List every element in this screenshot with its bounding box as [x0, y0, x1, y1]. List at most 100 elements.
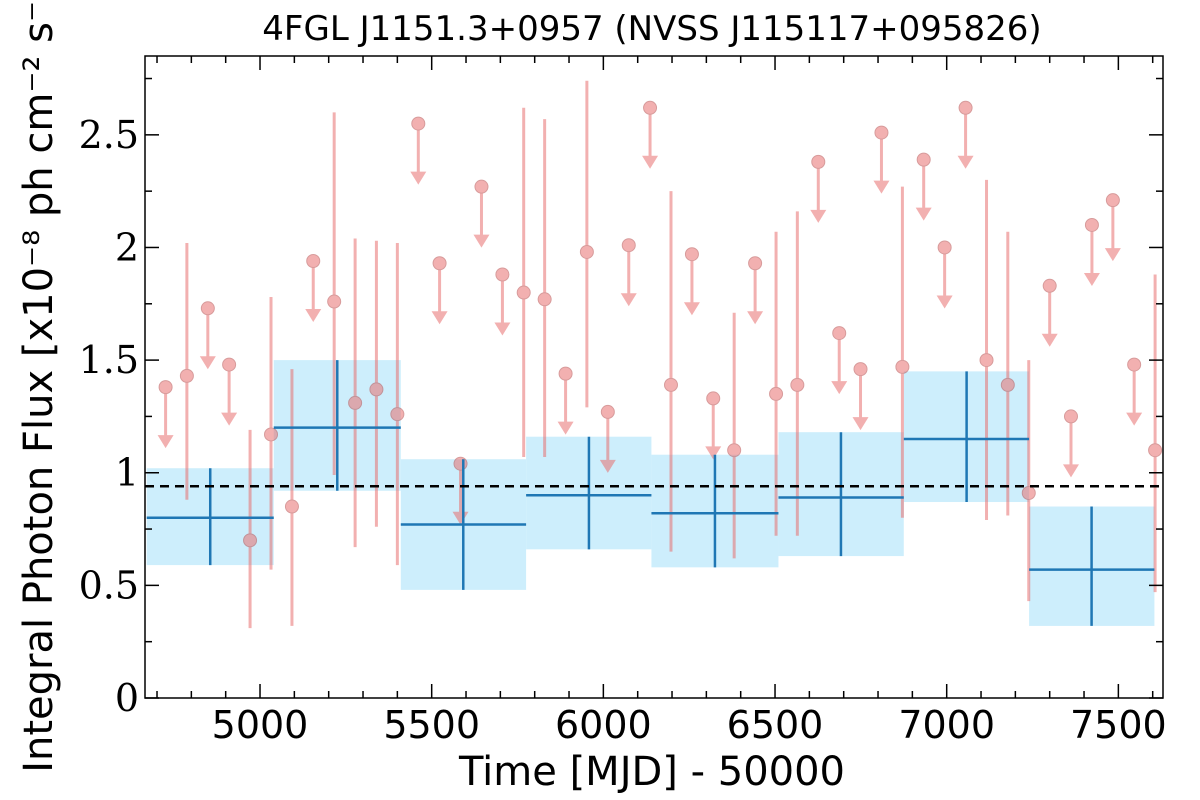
- plot-frame: [144, 55, 1164, 699]
- chart-title: 4FGL J1151.3+0957 (NVSS J115117+095826): [262, 9, 1041, 49]
- data-point: [620, 238, 637, 307]
- point-marker: [706, 391, 721, 406]
- point-marker: [1084, 217, 1099, 232]
- data-point: [895, 186, 910, 518]
- upper-limit-arrow-head: [473, 234, 490, 248]
- upper-limit-arrow-head: [873, 180, 890, 194]
- point-marker: [684, 247, 699, 262]
- point-marker: [200, 301, 215, 316]
- point-marker: [874, 125, 889, 140]
- point-marker: [1063, 409, 1078, 424]
- x-tick-label: 7000: [898, 703, 995, 747]
- data-point: [264, 297, 279, 570]
- upper-limit-arrow-head: [747, 311, 764, 325]
- upper-limit-arrow-head: [157, 435, 174, 449]
- data-point: [284, 369, 299, 626]
- x-tick-label: 6000: [555, 703, 652, 747]
- upper-limit-arrow-head: [431, 311, 448, 325]
- point-marker: [811, 154, 826, 169]
- data-point: [473, 179, 490, 248]
- data-point: [727, 312, 742, 559]
- y-axis-label: Integral Photon Flux [x10⁻⁸ ph cm⁻² s⁻¹]: [16, 0, 62, 773]
- data-point: [1062, 409, 1079, 478]
- plot-area: 5000 5500 6000 6500 7000 7500 0 0.5 1 1.5 2 2.5: [79, 55, 1167, 747]
- data-point: [494, 267, 511, 336]
- point-marker: [769, 386, 784, 401]
- point-marker: [1000, 377, 1015, 392]
- upper-limit-arrow-head: [642, 155, 659, 169]
- point-marker: [895, 359, 910, 374]
- data-point: [663, 191, 678, 552]
- data-point: [1126, 357, 1143, 426]
- upper-limit-arrow-head: [620, 293, 637, 307]
- data-point: [790, 211, 805, 536]
- point-marker: [537, 292, 552, 307]
- point-marker: [284, 499, 299, 514]
- point-marker: [1021, 486, 1036, 501]
- point-marker: [516, 285, 531, 300]
- data-point: [936, 240, 953, 309]
- point-marker: [663, 377, 678, 392]
- upper-limit-arrow-head: [410, 171, 427, 185]
- data-point: [179, 242, 194, 500]
- data-point: [557, 366, 574, 435]
- data-point: [599, 404, 616, 473]
- x-axis-label: Time [MJD] - 50000: [458, 749, 845, 795]
- data-point: [683, 247, 700, 316]
- upper-limit-arrow-head: [810, 209, 827, 223]
- data-point: [369, 240, 384, 527]
- point-marker: [179, 368, 194, 383]
- data-point: [1000, 231, 1015, 516]
- point-marker: [264, 427, 279, 442]
- upper-limit-arrow-head: [915, 207, 932, 221]
- point-marker: [727, 443, 742, 458]
- point-marker: [600, 404, 615, 419]
- upper-limit-arrow-head: [683, 302, 700, 316]
- y-tick-label: 0: [115, 676, 139, 720]
- point-marker: [832, 326, 847, 341]
- data-point: [1083, 217, 1100, 286]
- data-point: [157, 380, 174, 449]
- upper-limit-arrow-head: [957, 155, 974, 169]
- data-point: [516, 107, 531, 457]
- y-tick-label: 2: [115, 225, 139, 269]
- point-marker: [348, 395, 363, 410]
- point-marker: [453, 456, 468, 471]
- point-marker: [958, 100, 973, 115]
- point-marker: [1042, 278, 1057, 293]
- data-point: [537, 119, 552, 457]
- x-tick-label: 7500: [1070, 703, 1167, 747]
- data-point: [579, 80, 594, 408]
- point-marker: [243, 533, 258, 548]
- y-tick-label: 1.5: [79, 338, 139, 382]
- upper-limit-arrow-head: [452, 511, 469, 525]
- data-point: [305, 253, 322, 322]
- point-marker: [327, 294, 342, 309]
- upper-limit-arrow-head: [1041, 333, 1058, 347]
- data-point: [852, 362, 869, 431]
- upper-limit-arrow-head: [1062, 464, 1079, 478]
- upper-limit-arrow-head: [221, 412, 238, 426]
- point-marker: [306, 253, 321, 268]
- upper-limit-arrow-head: [494, 322, 511, 336]
- upper-limit-arrow-head: [852, 417, 869, 431]
- data-point: [1041, 278, 1058, 347]
- point-marker: [1127, 357, 1142, 372]
- upper-limit-arrow-head: [557, 421, 574, 435]
- upper-limit-arrow-head: [199, 356, 216, 370]
- point-marker: [432, 256, 447, 271]
- point-marker: [790, 377, 805, 392]
- upper-limit-arrow-head: [1126, 412, 1143, 426]
- data-point: [979, 179, 994, 521]
- point-marker: [158, 380, 173, 395]
- data-point: [221, 357, 238, 426]
- point-marker: [390, 407, 405, 422]
- point-marker: [474, 179, 489, 194]
- upper-limit-arrow-head: [1104, 248, 1121, 262]
- data-point: [410, 116, 427, 185]
- point-marker: [748, 256, 763, 271]
- point-marker: [411, 116, 426, 131]
- data-point: [199, 301, 216, 370]
- upper-limit-arrow-head: [936, 295, 953, 309]
